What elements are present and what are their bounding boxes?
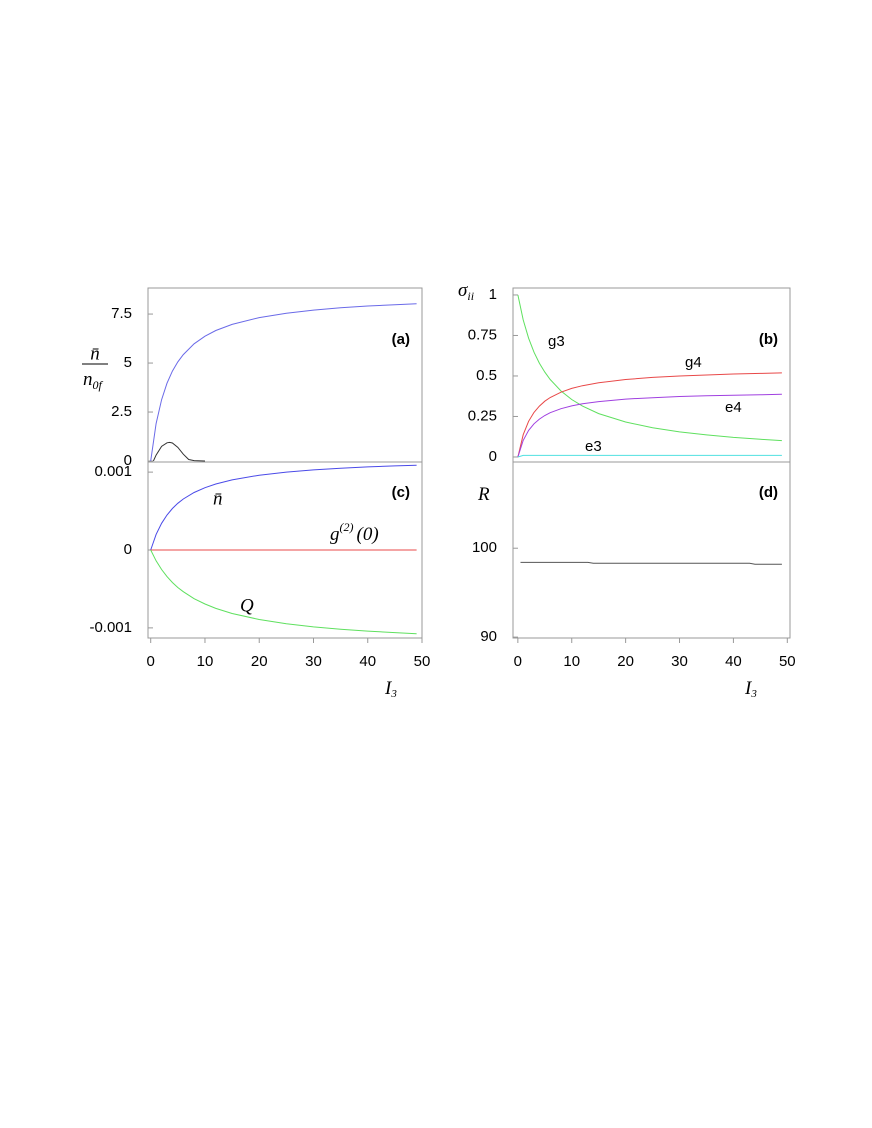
series-label: e3: [585, 438, 602, 455]
y-tick-label: 100: [472, 539, 497, 556]
y-tick-label: 0: [124, 452, 132, 469]
x-tick-label: 10: [563, 653, 580, 670]
series-line: [517, 454, 782, 458]
y-label: σii: [458, 280, 474, 302]
y-label-base: σ: [458, 280, 468, 301]
y-label-denominator: n0f: [83, 369, 104, 391]
series-line: [517, 294, 782, 442]
y-tick-label: 0.5: [476, 367, 497, 384]
y-tick-label: 2.5: [111, 403, 132, 420]
y-label-numerator: n̄: [90, 343, 100, 364]
panel-label: (d): [759, 484, 778, 501]
y-label-base: n: [83, 369, 93, 390]
y-tick-label: 90: [480, 628, 497, 645]
x-tick-label: 20: [251, 653, 268, 670]
x-tick-label: 30: [305, 653, 322, 670]
series-label: Q: [240, 595, 254, 616]
panel-label: (c): [392, 484, 410, 501]
series-label: g4: [685, 354, 702, 371]
series-label: g(2) (0): [330, 520, 379, 546]
y-label-sub: ii: [467, 289, 474, 303]
y-tick-label: -0.001: [89, 619, 132, 636]
x-tick-label: 40: [725, 653, 742, 670]
y-tick-label: 0.25: [468, 407, 497, 424]
y-tick-label: 0: [489, 448, 497, 465]
y-tick-label: 5: [124, 354, 132, 371]
x-tick-label: 50: [779, 653, 796, 670]
series-label: g3: [548, 333, 565, 350]
y-tick-label: 0.001: [94, 463, 132, 480]
panel-label: (b): [759, 331, 778, 348]
y-tick-label: 0.75: [468, 326, 497, 343]
label-sup: (2): [340, 520, 354, 534]
series-line: [150, 549, 417, 635]
x-tick-label: 10: [197, 653, 214, 670]
series-line: [520, 561, 782, 565]
label-after: (0): [357, 524, 379, 545]
x-tick-label: 0: [147, 653, 155, 670]
plot-frame: [512, 287, 791, 463]
label-base: g: [330, 524, 340, 545]
x-label-sub: 3: [750, 688, 757, 700]
series-line: [517, 393, 782, 458]
x-label-sub: 3: [390, 688, 397, 700]
x-tick-label: 30: [671, 653, 688, 670]
series-label: n̄: [213, 488, 223, 509]
plot-frame: [512, 461, 791, 639]
series-line: [150, 303, 417, 462]
x-tick-label: 40: [359, 653, 376, 670]
series-line: [150, 464, 417, 551]
y-tick-label: 1: [489, 286, 497, 303]
x-label-base: I: [744, 678, 753, 699]
x-label: I3: [744, 678, 757, 699]
series-label: e4: [725, 399, 742, 416]
y-label: R: [477, 484, 490, 505]
plot-frame: [147, 287, 423, 463]
y-tick-label: 7.5: [111, 305, 132, 322]
panel-label: (a): [392, 331, 410, 348]
x-label: I3: [384, 678, 397, 699]
x-tick-label: 50: [414, 653, 431, 670]
x-tick-label: 0: [514, 653, 522, 670]
y-label-base: R: [477, 484, 490, 505]
y-label-sub: 0f: [93, 378, 104, 392]
series-line: [517, 372, 782, 458]
x-tick-label: 20: [617, 653, 634, 670]
series-line: [152, 441, 206, 462]
x-label-base: I: [384, 678, 393, 699]
y-tick-label: 0: [124, 541, 132, 558]
